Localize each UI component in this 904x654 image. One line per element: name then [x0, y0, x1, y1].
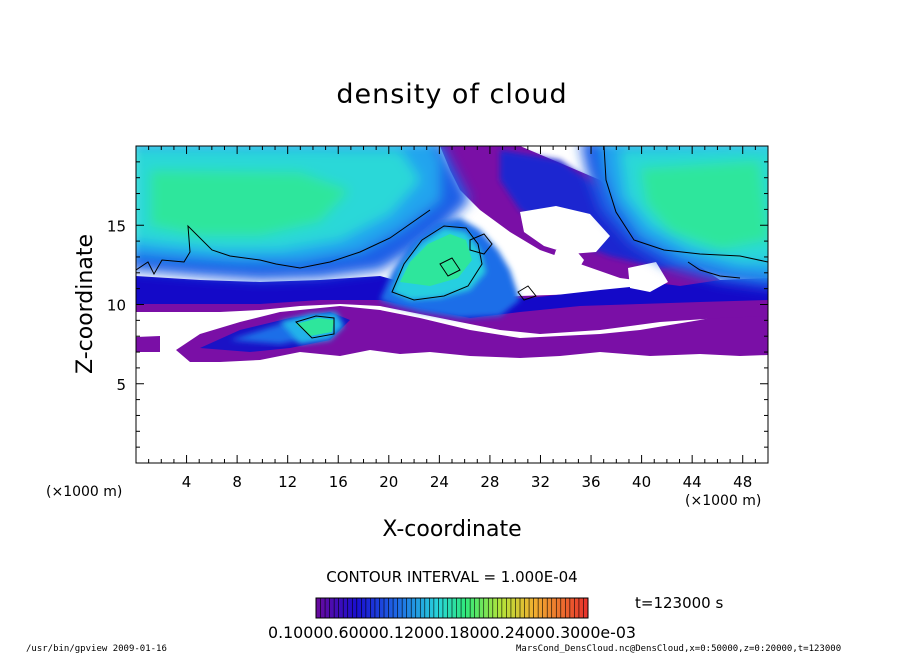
field-upper-left: [136, 146, 470, 280]
x-tick-label: 24: [430, 473, 449, 491]
x-tick-label: 12: [278, 473, 297, 491]
x-tick-label: 16: [329, 473, 348, 491]
time-label: t=123000 s: [635, 594, 723, 612]
colorbar-labels: 0.10000.60000.12000.18000.24000.3000e-03: [268, 623, 636, 642]
density-field: [136, 146, 768, 463]
y-tick-label: 10: [107, 297, 126, 315]
footer-left: /usr/bin/gpview 2009-01-16: [26, 644, 167, 654]
y-axis-ticks: 5 10 15: [107, 161, 768, 448]
x-tick-label: 40: [632, 473, 651, 491]
chart-title: density of cloud: [336, 79, 567, 110]
contour-lines: [136, 146, 768, 339]
x-tick-label: 20: [379, 473, 398, 491]
y-unit-label: (×1000 m): [46, 484, 122, 500]
x-tick-label: 44: [683, 473, 702, 491]
field-white-gap-3: [628, 262, 668, 292]
y-tick-label: 15: [107, 217, 126, 235]
y-tick-label: 5: [116, 376, 126, 394]
field-upper-right: [581, 146, 768, 289]
x-axis-ticks: 4 8 12 16 20 24 28 32 36 40 44 48: [148, 146, 756, 491]
x-axis-label: X-coordinate: [382, 517, 521, 542]
footer-right: MarsCond_DensCloud.nc@DensCloud,x=0:5000…: [516, 644, 841, 654]
field-white-gap: [520, 206, 610, 254]
field-white-gap-2: [552, 248, 584, 274]
x-tick-label: 32: [531, 473, 550, 491]
colorbar-stripes: [315, 598, 589, 618]
field-central-cloud: [380, 218, 520, 318]
x-tick-label: 48: [733, 473, 752, 491]
colorbar: [315, 597, 589, 619]
contour-interval: CONTOUR INTERVAL = 1.000E-04: [326, 568, 577, 586]
x-tick-label: 36: [581, 473, 600, 491]
x-tick-label: 4: [182, 473, 192, 491]
y-axis-label: Z-coordinate: [73, 234, 98, 374]
x-unit-label: (×1000 m): [685, 493, 761, 509]
x-tick-label: 28: [480, 473, 499, 491]
x-tick-label: 8: [232, 473, 242, 491]
